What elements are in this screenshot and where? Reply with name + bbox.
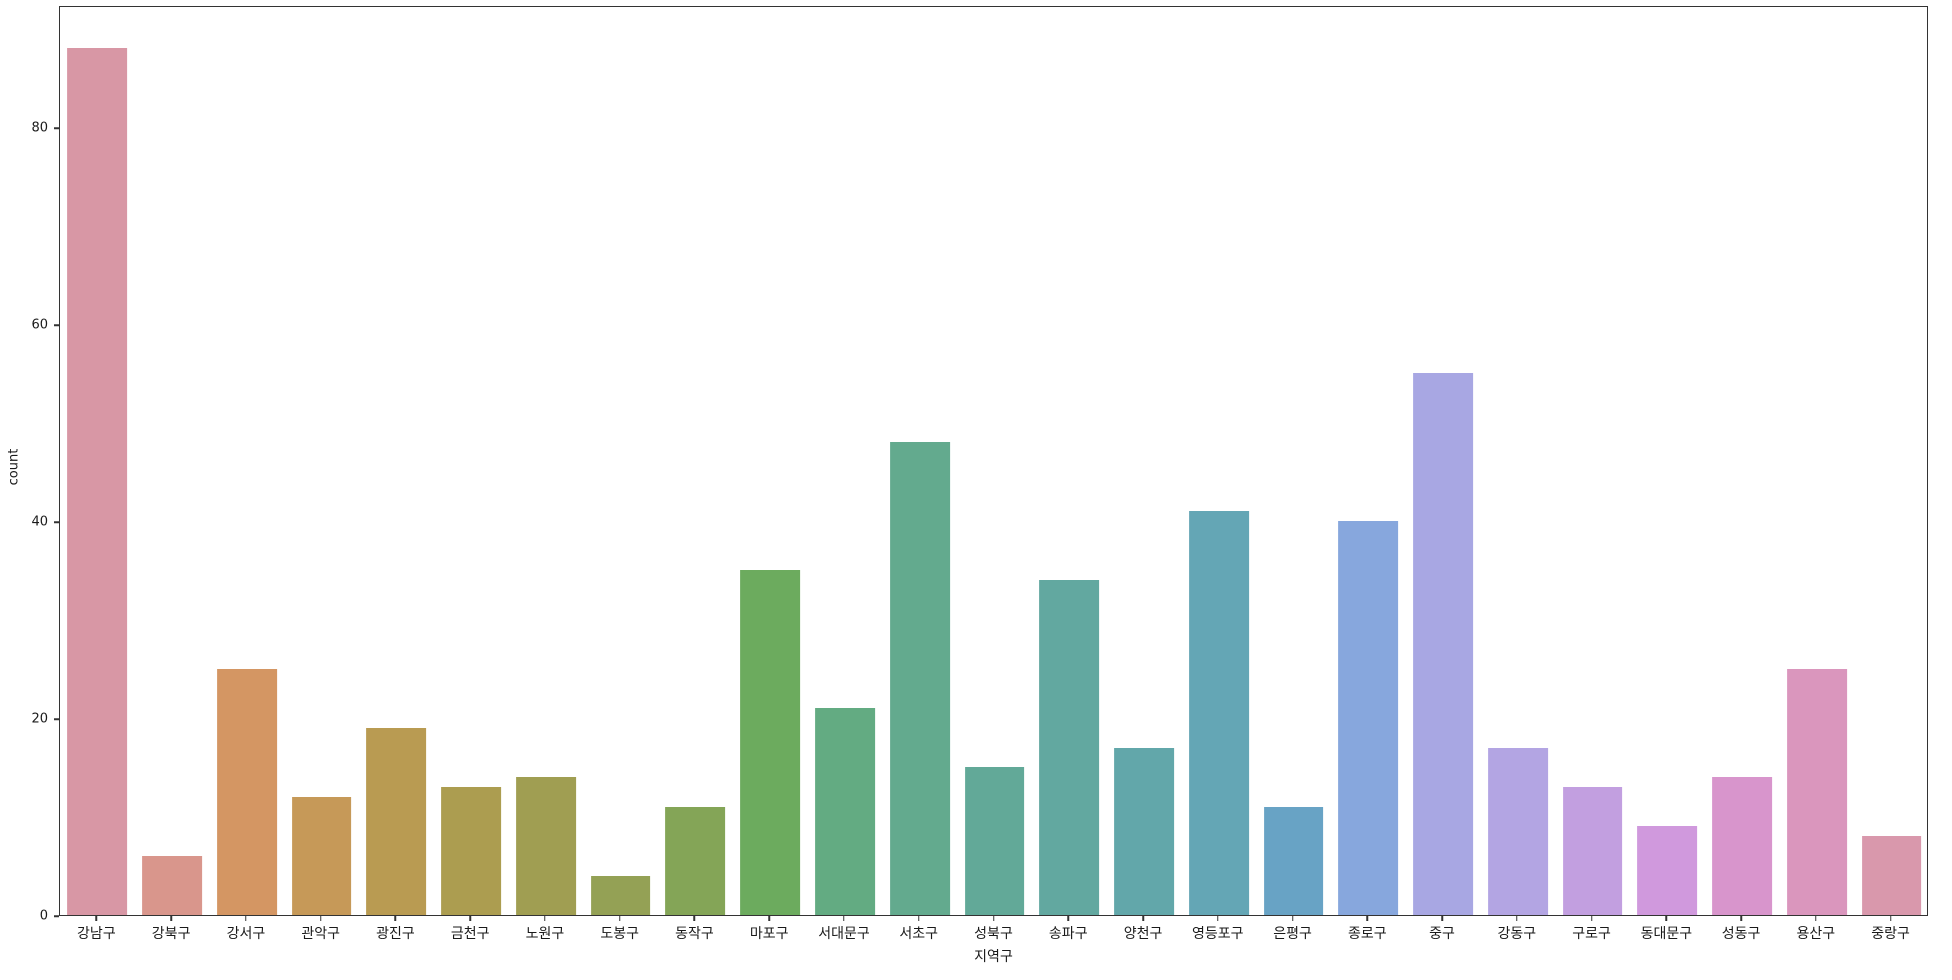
x-tick-label: 관악구 — [301, 926, 340, 942]
x-tick-mark — [992, 916, 995, 921]
bar — [1786, 668, 1847, 915]
bar — [1487, 747, 1548, 915]
x-tick-mark — [693, 916, 696, 921]
x-tick-mark — [1590, 916, 1593, 921]
x-tick-mark — [1142, 916, 1144, 921]
bar — [1188, 511, 1249, 915]
y-tick-label: 40 — [31, 514, 48, 530]
x-tick-mark — [618, 916, 621, 921]
x-tick-label: 동대문구 — [1640, 926, 1693, 942]
x-tick-mark — [1291, 916, 1294, 921]
bar — [142, 855, 203, 915]
bar — [1263, 806, 1324, 915]
x-tick-label: 노원구 — [525, 926, 565, 942]
x-tick-mark — [768, 916, 770, 921]
y-tick-mark — [54, 718, 59, 720]
bar — [67, 48, 128, 915]
x-tick-mark — [1665, 916, 1668, 921]
y-tick-label: 60 — [31, 317, 48, 333]
x-tick-label: 강서구 — [226, 926, 266, 942]
bar — [889, 442, 950, 915]
x-tick-mark — [1067, 916, 1069, 921]
bar — [1114, 747, 1174, 915]
bar — [1562, 786, 1623, 915]
y-tick-mark — [54, 915, 59, 917]
x-tick-mark — [917, 916, 920, 921]
y-tick-label: 80 — [31, 120, 48, 136]
plot-area — [59, 6, 1928, 916]
x-tick-mark — [95, 916, 98, 921]
x-tick-mark — [843, 916, 845, 921]
x-tick-label: 강북구 — [151, 926, 191, 942]
x-tick-mark — [394, 916, 397, 921]
x-tick-mark — [1441, 916, 1443, 921]
x-tick-label: 양천구 — [1123, 926, 1163, 942]
x-tick-mark — [170, 916, 172, 921]
x-tick-mark — [1217, 916, 1219, 921]
bar — [516, 777, 576, 915]
x-tick-label: 광진구 — [376, 926, 415, 942]
x-tick-mark — [245, 916, 247, 921]
x-tick-label: 구로구 — [1572, 926, 1611, 942]
bar — [1039, 580, 1100, 915]
x-tick-mark — [544, 916, 546, 921]
bar — [815, 708, 875, 915]
bar — [740, 570, 801, 915]
x-tick-mark — [319, 916, 322, 921]
bar — [366, 727, 427, 915]
x-tick-label: 강동구 — [1497, 926, 1537, 942]
bar — [441, 786, 502, 915]
x-tick-mark — [1740, 916, 1742, 921]
bar — [964, 767, 1025, 915]
bar — [1712, 777, 1772, 915]
x-tick-label: 용산구 — [1796, 926, 1836, 942]
x-tick-label: 성동구 — [1721, 926, 1761, 942]
x-tick-mark — [469, 916, 471, 921]
y-tick-mark — [54, 324, 59, 326]
x-tick-label: 서대문구 — [818, 926, 870, 942]
bar — [216, 668, 277, 915]
y-tick-label: 0 — [39, 908, 48, 924]
x-tick-label: 종로구 — [1347, 926, 1387, 942]
x-tick-label: 성북구 — [974, 926, 1013, 942]
bar — [665, 806, 726, 915]
x-tick-label: 마포구 — [749, 926, 789, 942]
y-tick-mark — [54, 127, 59, 129]
x-tick-label: 금천구 — [450, 926, 490, 942]
x-tick-label: 동작구 — [675, 926, 714, 942]
x-tick-label: 서초구 — [899, 926, 939, 942]
bar — [1338, 521, 1399, 915]
bar — [1413, 373, 1473, 915]
y-tick-mark — [54, 521, 59, 523]
x-tick-label: 은평구 — [1273, 926, 1312, 942]
x-tick-mark — [1516, 916, 1518, 921]
x-tick-label: 도봉구 — [600, 926, 640, 942]
y-tick-label: 20 — [31, 711, 48, 727]
bar — [590, 875, 651, 915]
x-tick-mark — [1366, 916, 1369, 921]
bar — [291, 796, 352, 915]
x-tick-label: 중랑구 — [1871, 926, 1910, 942]
x-tick-label: 영등포구 — [1192, 926, 1244, 942]
bar — [1861, 836, 1922, 915]
x-tick-mark — [1815, 916, 1817, 921]
x-tick-mark — [1889, 916, 1892, 921]
y-axis-label: count — [6, 448, 22, 486]
x-tick-label: 송파구 — [1048, 926, 1088, 942]
bar — [1637, 826, 1698, 915]
x-tick-label: 중구 — [1429, 926, 1455, 942]
x-tick-label: 강남구 — [77, 926, 116, 942]
x-axis-label: 지역구 — [974, 949, 1013, 965]
